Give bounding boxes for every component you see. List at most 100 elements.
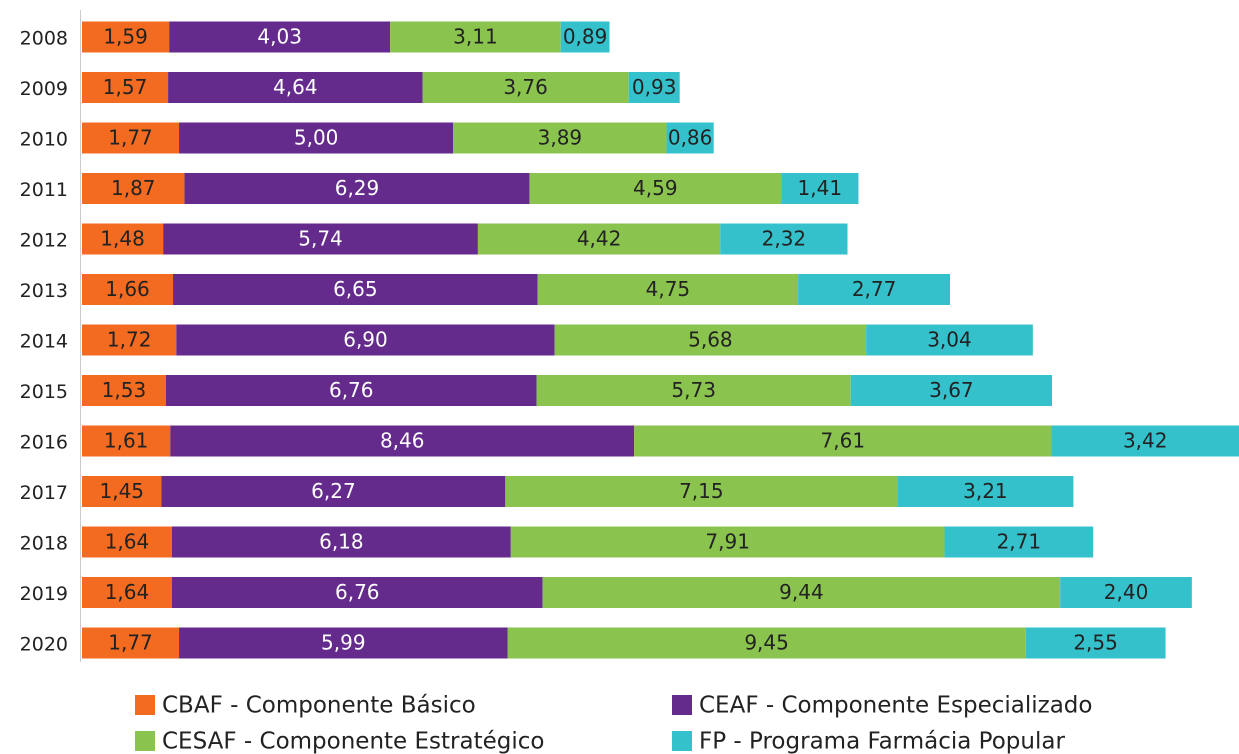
y-tick-label: 2011 xyxy=(20,179,68,201)
bar-segment xyxy=(171,526,511,558)
data-label: 7,61 xyxy=(821,429,866,453)
data-label: 9,44 xyxy=(779,580,824,604)
bar-segment xyxy=(897,476,1074,507)
data-label: 3,21 xyxy=(963,479,1008,503)
data-label: 9,45 xyxy=(744,631,789,655)
data-label: 1,72 xyxy=(107,328,152,352)
bar-segment xyxy=(477,223,721,255)
bar-segment xyxy=(82,72,169,103)
data-label: 0,86 xyxy=(668,126,713,150)
bar-segment xyxy=(453,122,667,154)
bar-segment xyxy=(798,274,951,305)
data-label: 5,00 xyxy=(294,126,339,150)
bar-segment xyxy=(529,173,782,204)
bar-segment xyxy=(82,577,172,608)
y-tick-label: 2008 xyxy=(20,28,68,50)
data-label: 1,66 xyxy=(105,277,150,301)
bar-segment xyxy=(666,122,714,154)
bar-segment xyxy=(542,577,1061,608)
data-label: 1,61 xyxy=(104,429,149,453)
bar-segment xyxy=(537,274,799,305)
bar-segment xyxy=(944,526,1094,558)
data-label: 1,77 xyxy=(108,631,153,655)
bar-segment xyxy=(179,122,454,154)
data-label: 1,87 xyxy=(111,176,156,200)
data-label: 2,32 xyxy=(762,227,807,251)
data-label: 3,76 xyxy=(503,75,548,99)
data-label: 4,64 xyxy=(273,75,318,99)
data-label: 4,59 xyxy=(633,176,678,200)
data-label: 6,18 xyxy=(319,530,364,554)
bar-segment xyxy=(560,21,610,53)
bar-segment xyxy=(82,173,185,204)
y-tick-label: 2013 xyxy=(20,280,68,302)
bar-segment xyxy=(1060,577,1192,608)
data-label: 6,27 xyxy=(311,479,356,503)
data-label: 1,64 xyxy=(105,530,150,554)
bar-segment xyxy=(165,375,537,406)
y-tick-label: 2019 xyxy=(20,583,68,605)
bar-segment xyxy=(184,173,530,204)
bar-segment xyxy=(171,577,543,608)
data-label: 8,46 xyxy=(380,429,425,453)
bar-segment xyxy=(82,21,170,53)
bar-segment xyxy=(173,274,538,305)
legend-label: FP - Programa Farmácia Popular xyxy=(699,729,1065,754)
bar-segment xyxy=(82,274,174,305)
bar-segment xyxy=(169,21,391,53)
bar-segment xyxy=(634,425,1052,457)
data-label: 1,45 xyxy=(99,479,144,503)
data-label: 7,91 xyxy=(705,530,750,554)
bar-segment xyxy=(168,72,423,103)
data-label: 6,29 xyxy=(335,176,380,200)
bar-segment xyxy=(505,476,898,507)
data-label: 0,89 xyxy=(563,25,608,49)
bar-segment xyxy=(390,21,561,53)
bar-segment xyxy=(176,324,555,356)
y-tick-label: 2017 xyxy=(20,482,68,504)
data-label: 2,77 xyxy=(852,277,897,301)
bar-segment xyxy=(720,223,848,255)
data-label: 3,89 xyxy=(538,126,583,150)
data-label: 5,68 xyxy=(688,328,733,352)
data-label: 4,03 xyxy=(257,25,302,49)
bar-segment xyxy=(781,173,859,204)
legend-label: CESAF - Componente Estratégico xyxy=(162,729,544,754)
bar-segment xyxy=(82,526,172,558)
bar-segment xyxy=(82,324,177,356)
legend-swatch xyxy=(135,695,155,715)
data-label: 2,40 xyxy=(1104,580,1149,604)
bar-segment xyxy=(850,375,1053,406)
bar-segment xyxy=(179,627,508,659)
bar-segment xyxy=(170,425,635,457)
data-label: 6,76 xyxy=(335,580,380,604)
data-label: 7,15 xyxy=(679,479,724,503)
y-tick-label: 2012 xyxy=(20,230,68,252)
legend-label: CBAF - Componente Básico xyxy=(162,693,476,719)
data-label: 3,11 xyxy=(453,25,498,49)
bar-segment xyxy=(82,425,171,457)
legend-swatch xyxy=(672,731,692,751)
data-label: 1,77 xyxy=(108,126,153,150)
bar-segment xyxy=(163,223,478,255)
bar-segment xyxy=(536,375,851,406)
bar-segment xyxy=(422,72,629,103)
y-tick-label: 2014 xyxy=(20,331,68,353)
data-label: 1,41 xyxy=(798,176,843,200)
data-label: 2,71 xyxy=(997,530,1042,554)
bar-segment xyxy=(628,72,680,103)
data-label: 6,90 xyxy=(343,328,388,352)
data-label: 5,73 xyxy=(671,378,716,402)
data-label: 4,75 xyxy=(646,277,691,301)
legend-swatch xyxy=(672,695,692,715)
y-tick-label: 2009 xyxy=(20,78,68,100)
data-label: 5,99 xyxy=(321,631,366,655)
data-label: 3,42 xyxy=(1123,429,1168,453)
bar-segment xyxy=(82,223,164,255)
y-tick-label: 2010 xyxy=(20,129,68,151)
bar-segment xyxy=(1025,627,1166,659)
data-label: 1,57 xyxy=(103,75,148,99)
data-label: 1,64 xyxy=(105,580,150,604)
y-tick-label: 2015 xyxy=(20,381,68,403)
